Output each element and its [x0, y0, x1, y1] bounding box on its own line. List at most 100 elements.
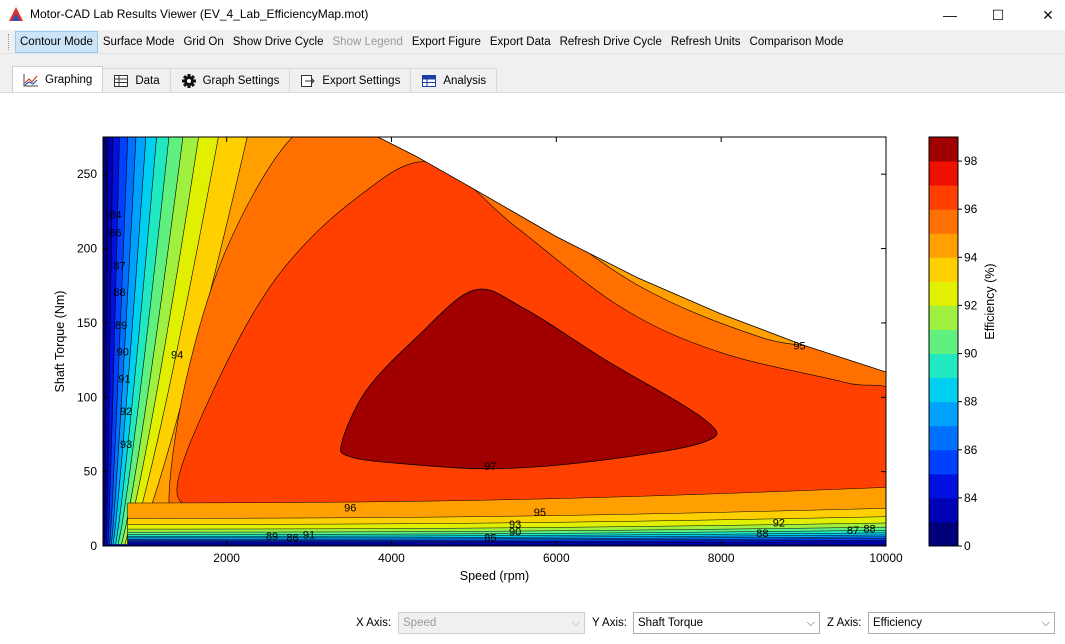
y-tick-label: 200 [77, 242, 97, 256]
colorbar-tick-label: 98 [964, 154, 978, 168]
contour-label: 86 [109, 228, 121, 240]
colorbar-swatch [929, 281, 958, 306]
colorbar-tick-label: 88 [964, 395, 978, 409]
colorbar-swatch [929, 449, 958, 475]
gear-icon [181, 73, 196, 88]
colorbar-swatch [929, 401, 958, 427]
contour-label: 95 [534, 507, 546, 519]
window-title: Motor-CAD Lab Results Viewer (EV_4_Lab_E… [30, 7, 369, 21]
show-legend-button[interactable]: Show Legend [332, 35, 403, 48]
axes: 2000 4000 6000 8000 10000 0 50 100 150 200 250 Spee… [53, 137, 903, 583]
tab-analysis[interactable]: Analysis [410, 68, 498, 92]
x-tick-label: 4000 [378, 551, 405, 565]
contour-band [103, 544, 886, 546]
axis-selector-bar: X Axis: Speed ⌵ Y Axis: Shaft Torque ⌵ Z… [0, 611, 1065, 637]
comparison-mode-button[interactable]: Comparison Mode [749, 35, 844, 48]
tab-data-label: Data [135, 74, 160, 87]
contour-label: 92 [773, 518, 785, 530]
chevron-down-icon: ⌵ [806, 617, 815, 629]
contour-label: 87 [113, 260, 125, 272]
x-axis-select[interactable]: Speed ⌵ [398, 612, 585, 634]
toolbar-grip[interactable] [8, 33, 11, 50]
tab-graph-settings[interactable]: Graph Settings [169, 68, 291, 92]
y-axis-title: Shaft Torque (Nm) [53, 291, 67, 393]
x-axis-title: Speed (rpm) [460, 569, 529, 583]
colorbar-swatch [929, 233, 958, 258]
tab-export-settings[interactable]: Export Settings [289, 68, 412, 92]
colorbar-tick-label: 94 [964, 250, 978, 264]
tab-analysis-label: Analysis [443, 74, 487, 87]
maximize-button[interactable]: ☐ [991, 6, 1005, 23]
y-axis-select-value: Shaft Torque [638, 617, 704, 629]
contour-label: 85 [484, 532, 496, 544]
contour-label: 92 [120, 406, 132, 418]
tab-graph-settings-label: Graph Settings [202, 74, 280, 87]
x-axis-select-value: Speed [403, 617, 437, 629]
tab-graphing-label: Graphing [45, 73, 93, 86]
contour-label: 87 [847, 525, 859, 537]
colorbar-tick-label: 90 [964, 347, 978, 361]
torque-envelope-mask [377, 137, 886, 373]
export-figure-button[interactable]: Export Figure [411, 35, 481, 48]
y-axis-label: Y Axis: [592, 617, 627, 629]
minimize-button[interactable]: — [943, 7, 957, 23]
close-button[interactable]: ✕ [1042, 6, 1054, 23]
show-drive-cycle-button[interactable]: Show Drive Cycle [232, 35, 324, 48]
contour-label: 96 [344, 503, 356, 515]
tab-graphing[interactable]: Graphing [12, 66, 104, 92]
colorbar-title: Efficiency (%) [983, 263, 997, 339]
colorbar-swatch [929, 209, 958, 234]
export-arrow-icon [301, 74, 316, 87]
chevron-down-icon: ⌵ [1041, 617, 1050, 629]
contour-label: 91 [303, 529, 315, 541]
x-tick-label: 2000 [213, 551, 240, 565]
contour-label: 88 [756, 528, 768, 540]
y-tick-label: 100 [77, 390, 97, 404]
graphing-panel: 84 86 87 88 89 90 91 92 93 94 95 96 95 97 93 90 92 89 86 91… [0, 92, 1065, 644]
colorbar-tick-label: 0 [964, 539, 971, 553]
colorbar-swatch [929, 377, 958, 403]
toolbar: Contour Mode Surface Mode Grid On Show D… [0, 30, 1065, 54]
surface-mode-button[interactable]: Surface Mode [102, 35, 175, 48]
line-chart-icon [23, 73, 38, 86]
colorbar-swatch [929, 329, 958, 355]
contour-label: 84 [109, 210, 121, 222]
y-axis-select[interactable]: Shaft Torque ⌵ [633, 612, 820, 634]
contour-region-97 [340, 288, 718, 470]
colorbar-swatch [929, 353, 958, 379]
y-tick-label: 50 [84, 465, 98, 479]
z-axis-select-value: Efficiency [873, 617, 923, 629]
contour-mode-button[interactable]: Contour Mode [15, 30, 98, 53]
y-tick-label: 0 [90, 539, 97, 553]
export-data-button[interactable]: Export Data [489, 35, 551, 48]
x-tick-label: 10000 [869, 551, 903, 565]
x-axis-label: X Axis: [356, 617, 392, 629]
chevron-down-icon: ⌵ [571, 617, 580, 629]
tab-bar: Graphing Data Graph [0, 54, 1065, 92]
grid-on-button[interactable]: Grid On [183, 35, 224, 48]
colorbar-swatch [929, 497, 958, 523]
contour-label: 90 [117, 347, 129, 359]
z-axis-select[interactable]: Efficiency ⌵ [868, 612, 1055, 634]
colorbar-frame [928, 136, 959, 547]
tab-data[interactable]: Data [102, 68, 171, 92]
colorbar-swatch [929, 161, 958, 186]
contour-label: 95 [793, 341, 805, 353]
contour-label: 93 [509, 519, 521, 531]
colorbar-swatch [929, 305, 958, 330]
refresh-drive-cycle-button[interactable]: Refresh Drive Cycle [559, 35, 662, 48]
refresh-units-button[interactable]: Refresh Units [670, 35, 741, 48]
contour-label: 91 [118, 373, 130, 385]
contour-label: 89 [266, 531, 278, 543]
contour-label: 86 [286, 532, 298, 544]
colorbar-swatch [929, 185, 958, 210]
contour-label: 89 [115, 320, 127, 332]
grid-table-icon [422, 74, 437, 87]
contour-label: 88 [113, 287, 125, 299]
plot-frame [102, 136, 887, 547]
y-tick-label: 250 [77, 167, 97, 181]
y-tick-label: 150 [77, 316, 97, 330]
z-axis-label: Z Axis: [827, 617, 862, 629]
